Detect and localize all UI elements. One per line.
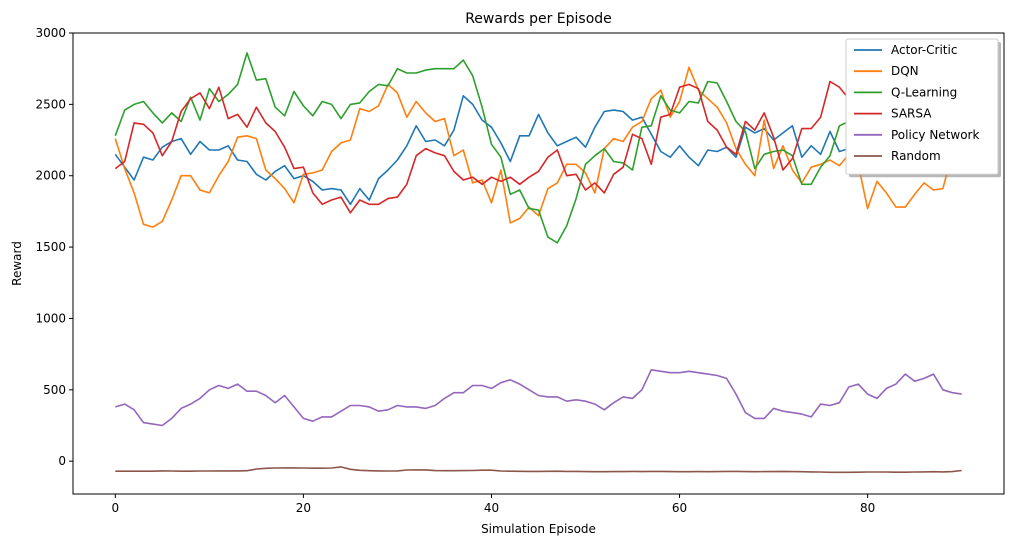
series-line-4 [115,368,962,427]
chart-title: Rewards per Episode [465,11,612,27]
x-tick-label: 60 [672,501,687,515]
x-tick-label: 80 [860,501,875,515]
x-axis-label: Simulation Episode [481,522,596,536]
series-line-1 [114,66,962,228]
legend-label-5: Random [891,149,941,163]
y-tick-label: 1500 [35,240,66,254]
series-line-3 [114,80,962,214]
y-tick-label: 0 [58,454,66,468]
y-tick-label: 2000 [35,169,66,183]
series-line-5 [115,466,962,474]
legend: Actor-Critic DQN Q-Learning SARSA Policy Net… [845,38,1001,178]
legend-label-4: Policy Network [891,128,979,142]
x-tick-label: 20 [296,501,311,515]
y-axis-label: Reward [10,241,24,286]
x-tick-label: 0 [111,501,119,515]
series-line-0 [114,95,962,206]
series-line-2 [114,52,962,244]
series-layer [114,52,962,474]
x-tick-label: 40 [484,501,499,515]
legend-label-2: Q-Learning [891,85,957,99]
x-axis: 0 20 40 60 80 [111,494,875,515]
legend-label-1: DQN [891,64,919,78]
plot-frame [72,32,1005,495]
legend-box [845,38,999,175]
legend-label-3: SARSA [891,107,932,121]
y-tick-label: 2500 [35,97,66,111]
y-axis: 0 500 1000 1500 2000 2500 3000 [35,26,73,468]
y-tick-label: 3000 [35,26,66,40]
y-tick-label: 1000 [35,311,66,325]
legend-label-0: Actor-Critic [891,43,957,57]
y-tick-label: 500 [43,383,66,397]
